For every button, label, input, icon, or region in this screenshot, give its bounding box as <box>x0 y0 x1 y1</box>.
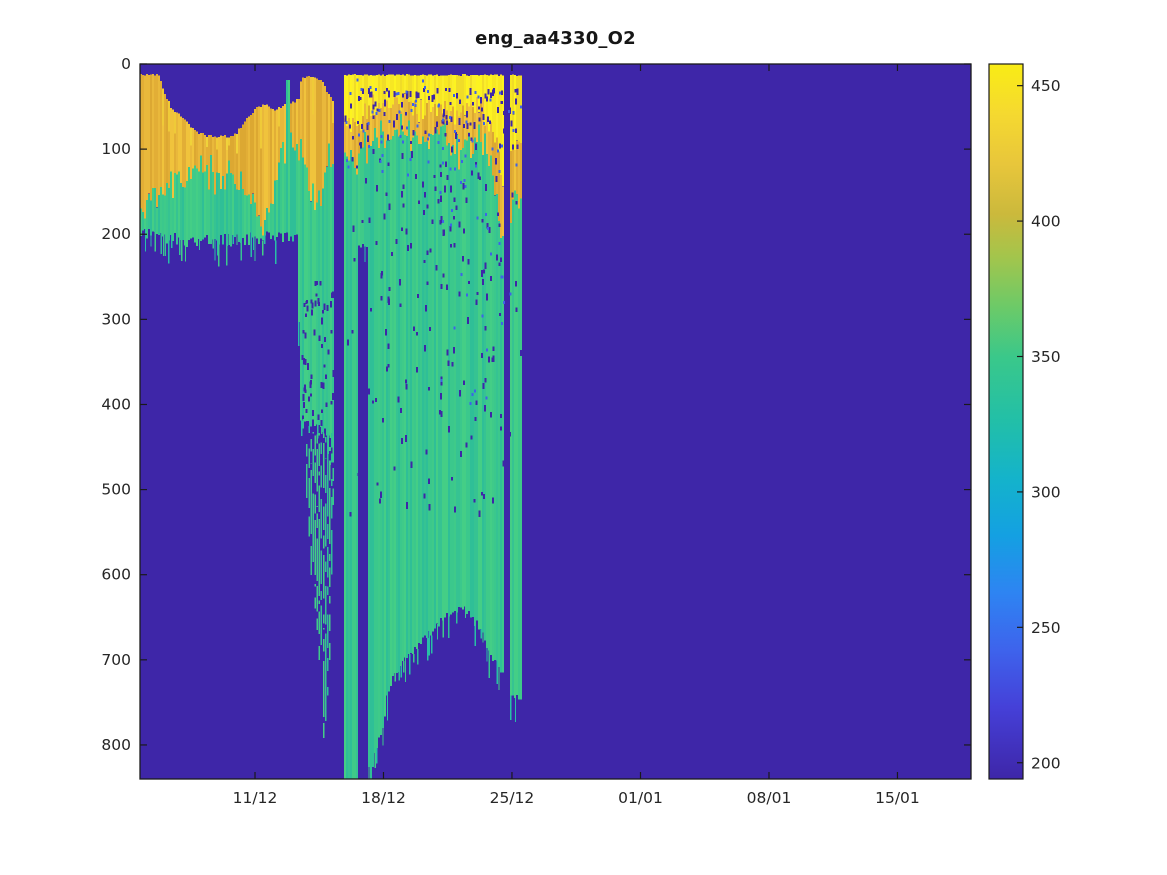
plot-title: eng_aa4330_O2 <box>475 28 636 49</box>
y-tick-label: 800 <box>101 736 131 754</box>
x-tick-label: 01/01 <box>618 789 663 807</box>
colorbar-gradient <box>989 64 1023 779</box>
colorbar-tick-label: 350 <box>1031 348 1061 366</box>
y-tick-label: 400 <box>101 395 131 413</box>
y-tick-label: 300 <box>101 310 131 328</box>
y-tick-label: 0 <box>121 55 131 73</box>
axis-frame <box>139 63 972 780</box>
x-tick-label: 11/12 <box>233 789 278 807</box>
speckle-layer <box>301 78 522 517</box>
colorbar-tick-label: 450 <box>1031 77 1061 95</box>
colorbar: 200 250 300 350 400 450 <box>988 63 1061 780</box>
colorbar-tick-label: 200 <box>1031 754 1061 772</box>
y-tick-label: 100 <box>101 140 131 158</box>
y-tick-label: 500 <box>101 481 131 499</box>
x-axis-ticks: 11/12 18/12 25/12 01/01 08/01 15/01 <box>233 64 920 807</box>
y-tick-label: 200 <box>101 225 131 243</box>
x-tick-label: 15/01 <box>875 789 920 807</box>
x-tick-label: 18/12 <box>361 789 406 807</box>
colorbar-tick-label: 400 <box>1031 213 1061 231</box>
x-tick-label: 25/12 <box>490 789 535 807</box>
y-tick-label: 700 <box>101 651 131 669</box>
colorbar-tick-label: 250 <box>1031 619 1061 637</box>
y-axis-ticks: 0 100 200 300 400 500 600 700 800 <box>101 55 971 754</box>
x-tick-label: 08/01 <box>747 789 792 807</box>
y-tick-label: 600 <box>101 566 131 584</box>
colorbar-tick-label: 300 <box>1031 483 1061 501</box>
